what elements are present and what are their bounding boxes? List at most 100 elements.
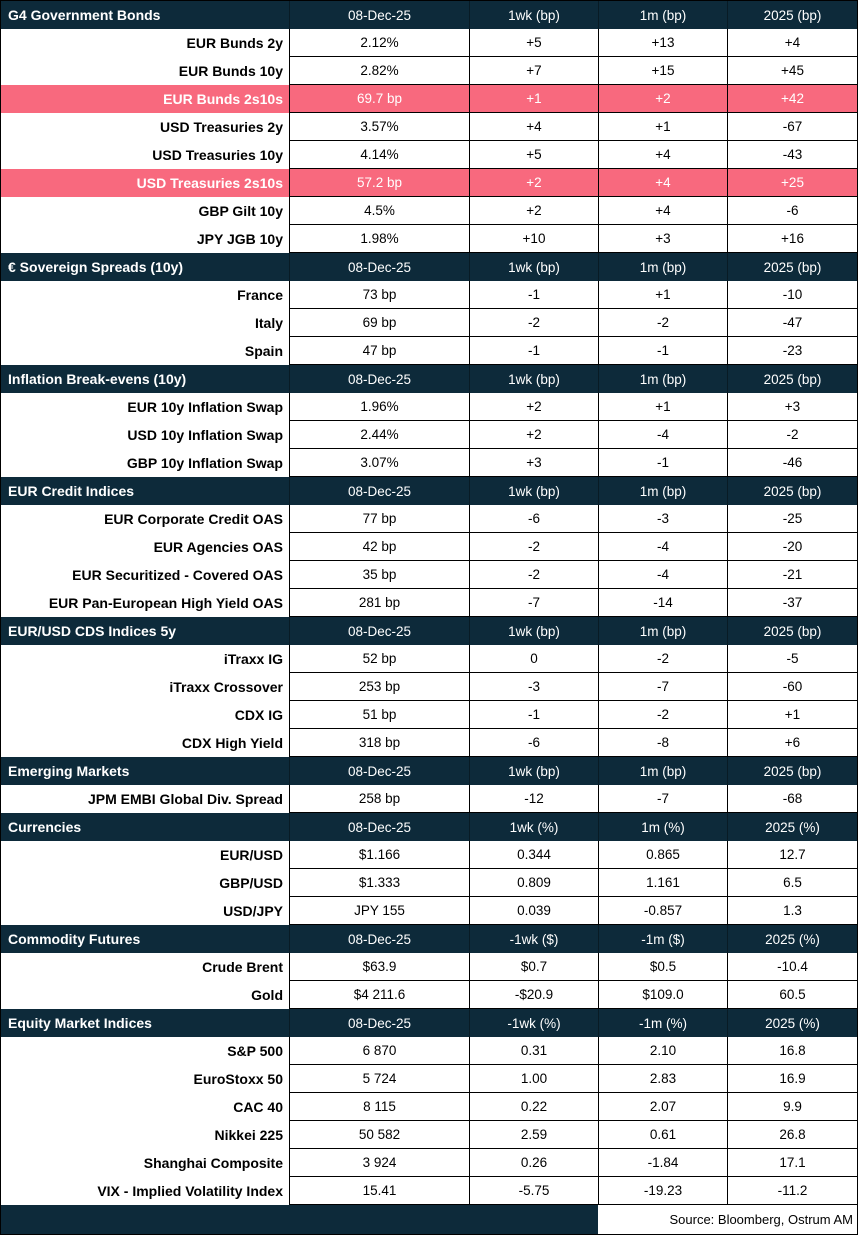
cell-value: -1.84 bbox=[598, 1149, 727, 1177]
cell-value: -2 bbox=[598, 309, 727, 337]
cell-value: -14 bbox=[598, 589, 727, 617]
column-header: 2025 (bp) bbox=[727, 365, 857, 393]
cell-value: +1 bbox=[598, 281, 727, 309]
cell-value: -$20.9 bbox=[469, 981, 598, 1009]
column-header: 08-Dec-25 bbox=[289, 477, 469, 505]
cell-value: 9.9 bbox=[727, 1093, 857, 1121]
cell-value: -2 bbox=[469, 309, 598, 337]
cell-value: -1 bbox=[469, 701, 598, 729]
cell-value: -0.857 bbox=[598, 897, 727, 925]
cell-value: -8 bbox=[598, 729, 727, 757]
section-header-row: Inflation Break-evens (10y) 08-Dec-25 1wk … bbox=[1, 365, 857, 393]
table-footer: Source: Bloomberg, Ostrum AM bbox=[1, 1205, 857, 1234]
column-header: 1wk (bp) bbox=[469, 1, 598, 29]
cell-value: 69 bp bbox=[289, 309, 469, 337]
row-label: EUR Pan-European High Yield OAS bbox=[48, 595, 283, 611]
column-header: 1wk (%) bbox=[469, 813, 598, 841]
table-row: JPM EMBI Global Div. Spread 258 bp -12 -7 -6… bbox=[1, 785, 857, 813]
cell-value: +25 bbox=[727, 169, 857, 197]
section-header-row: € Sovereign Spreads (10y) 08-Dec-25 1wk (b… bbox=[1, 253, 857, 281]
cell-value: $1.333 bbox=[289, 869, 469, 897]
column-header: 2025 (bp) bbox=[727, 617, 857, 645]
table-row: Gold $4 211.6 -$20.9 $109.0 60.5 bbox=[1, 981, 857, 1009]
cell-value: 57.2 bp bbox=[289, 169, 469, 197]
cell-value: +4 bbox=[598, 141, 727, 169]
table-row: EuroStoxx 50 5 724 1.00 2.83 16.9 bbox=[1, 1065, 857, 1093]
table-row: iTraxx IG 52 bp 0 -2 -5 bbox=[1, 645, 857, 673]
row-label: EUR Bunds 2y bbox=[186, 35, 283, 51]
column-header: 1m (bp) bbox=[598, 477, 727, 505]
cell-value: 4.14% bbox=[289, 141, 469, 169]
table-row: GBP 10y Inflation Swap 3.07% +3 -1 -46 bbox=[1, 449, 857, 477]
table-row: USD Treasuries 2y 3.57% +4 +1 -67 bbox=[1, 113, 857, 141]
section-title: EUR/USD CDS Indices 5y bbox=[8, 623, 177, 639]
cell-value: -5 bbox=[727, 645, 857, 673]
cell-value: 42 bp bbox=[289, 533, 469, 561]
cell-value: +2 bbox=[469, 197, 598, 225]
section-title: Emerging Markets bbox=[8, 763, 130, 779]
row-label: GBP 10y Inflation Swap bbox=[126, 455, 283, 471]
cell-value: 0.31 bbox=[469, 1037, 598, 1065]
cell-value: +2 bbox=[598, 85, 727, 113]
cell-value: 0.22 bbox=[469, 1093, 598, 1121]
table-row: EUR Pan-European High Yield OAS 281 bp -7-… bbox=[1, 589, 857, 617]
cell-value: 0.809 bbox=[469, 869, 598, 897]
column-header: 2025 (bp) bbox=[727, 253, 857, 281]
column-header: 2025 (%) bbox=[727, 813, 857, 841]
row-label: GBP/USD bbox=[219, 875, 283, 891]
row-label: VIX - Implied Volatility Index bbox=[97, 1183, 283, 1199]
cell-value: 281 bp bbox=[289, 589, 469, 617]
cell-value: +1 bbox=[598, 113, 727, 141]
cell-value: -1 bbox=[598, 449, 727, 477]
cell-value: 258 bp bbox=[289, 785, 469, 813]
column-header: 08-Dec-25 bbox=[289, 617, 469, 645]
table-row: EUR Bunds 2s10s 69.7 bp +1 +2 +42 bbox=[1, 85, 857, 113]
footer-bar bbox=[1, 1205, 598, 1234]
row-label: Nikkei 225 bbox=[214, 1127, 284, 1143]
column-header: 1wk (bp) bbox=[469, 253, 598, 281]
cell-value: 16.9 bbox=[727, 1065, 857, 1093]
cell-value: -20 bbox=[727, 533, 857, 561]
section-header-row: Emerging Markets 08-Dec-25 1wk (bp) 1m (bp)… bbox=[1, 757, 857, 785]
row-label: Italy bbox=[254, 315, 283, 331]
cell-value: +3 bbox=[598, 225, 727, 253]
cell-value: 6 870 bbox=[289, 1037, 469, 1065]
row-label: USD Treasuries 2y bbox=[160, 119, 283, 135]
cell-value: -43 bbox=[727, 141, 857, 169]
table-row: CAC 40 8 115 0.22 2.07 9.9 bbox=[1, 1093, 857, 1121]
section-title: Currencies bbox=[8, 819, 82, 835]
table-row: EUR/USD $1.166 0.344 0.865 12.7 bbox=[1, 841, 857, 869]
row-label: EUR Corporate Credit OAS bbox=[104, 511, 283, 527]
row-label: CAC 40 bbox=[233, 1099, 283, 1115]
column-header: 08-Dec-25 bbox=[289, 1, 469, 29]
cell-value: +7 bbox=[469, 57, 598, 85]
cell-value: $1.166 bbox=[289, 841, 469, 869]
cell-value: +1 bbox=[727, 701, 857, 729]
row-label: EUR/USD bbox=[219, 847, 283, 863]
cell-value: -7 bbox=[469, 589, 598, 617]
market-table-body: G4 Government Bonds 08-Dec-25 1wk (bp) 1m (… bbox=[1, 1, 857, 1205]
section-header-row: Equity Market Indices 08-Dec-25 -1wk (%) -1… bbox=[1, 1009, 857, 1037]
cell-value: -6 bbox=[727, 197, 857, 225]
cell-value: 2.10 bbox=[598, 1037, 727, 1065]
cell-value: +42 bbox=[727, 85, 857, 113]
cell-value: -2 bbox=[727, 421, 857, 449]
table-row: CDX High Yield 318 bp -6 -8 +6 bbox=[1, 729, 857, 757]
section-title: Equity Market Indices bbox=[8, 1015, 152, 1031]
cell-value: -10 bbox=[727, 281, 857, 309]
cell-value: -47 bbox=[727, 309, 857, 337]
cell-value: +3 bbox=[469, 449, 598, 477]
cell-value: 0.344 bbox=[469, 841, 598, 869]
column-header: 1wk (bp) bbox=[469, 477, 598, 505]
row-label: EuroStoxx 50 bbox=[193, 1071, 283, 1087]
row-label: EUR 10y Inflation Swap bbox=[127, 399, 283, 415]
cell-value: -1 bbox=[598, 337, 727, 365]
table-row: EUR Bunds 2y 2.12% +5 +13 +4 bbox=[1, 29, 857, 57]
cell-value: 12.7 bbox=[727, 841, 857, 869]
column-header: 08-Dec-25 bbox=[289, 813, 469, 841]
cell-value: 2.12% bbox=[289, 29, 469, 57]
table-row: CDX IG 51 bp -1 -2 +1 bbox=[1, 701, 857, 729]
cell-value: -3 bbox=[469, 673, 598, 701]
cell-value: +2 bbox=[469, 393, 598, 421]
cell-value: 3 924 bbox=[289, 1149, 469, 1177]
